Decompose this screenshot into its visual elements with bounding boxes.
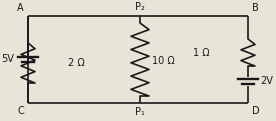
Text: P₁: P₁: [135, 107, 145, 117]
Text: 2 Ω: 2 Ω: [68, 58, 85, 68]
Text: 10 Ω: 10 Ω: [152, 56, 175, 66]
Text: D: D: [252, 106, 260, 116]
Text: C: C: [17, 106, 24, 116]
Text: 2V: 2V: [260, 76, 273, 86]
Text: A: A: [17, 3, 24, 13]
Text: P₂: P₂: [135, 2, 145, 12]
Text: 5V: 5V: [2, 54, 14, 64]
Text: 1 Ω: 1 Ω: [193, 48, 210, 58]
Text: B: B: [252, 3, 259, 13]
